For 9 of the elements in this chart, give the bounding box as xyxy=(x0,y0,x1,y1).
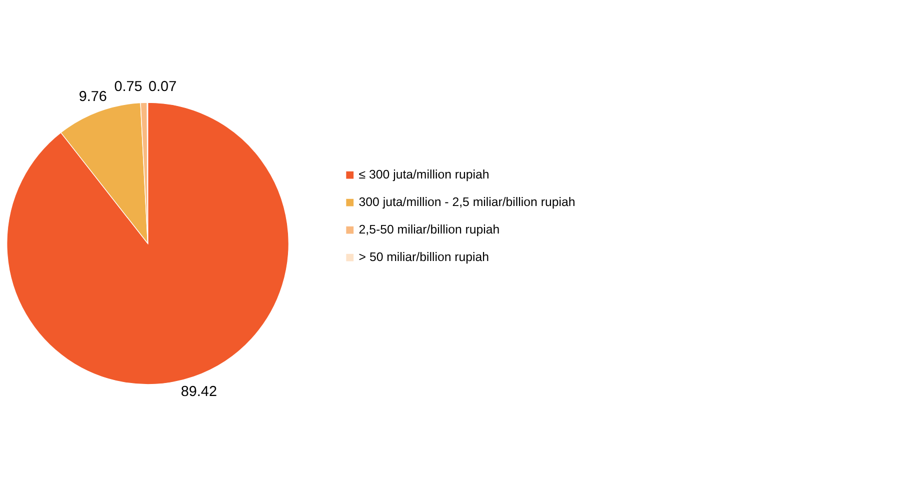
data-label: 0.07 xyxy=(148,78,177,95)
legend-label: > 50 miliar/billion rupiah xyxy=(358,250,490,264)
legend-label: 300 juta/million - 2,5 miliar/billion rupiah xyxy=(358,195,576,210)
legend-label: 2,5-50 miliar/billion rupiah xyxy=(358,222,500,237)
data-label: 9.76 xyxy=(78,88,107,105)
data-label: 0.75 xyxy=(114,78,142,95)
legend-label: ≤ 300 juta/million rupiah xyxy=(358,168,490,182)
data-label: 89.42 xyxy=(180,384,217,400)
pie-slice xyxy=(6,102,289,385)
